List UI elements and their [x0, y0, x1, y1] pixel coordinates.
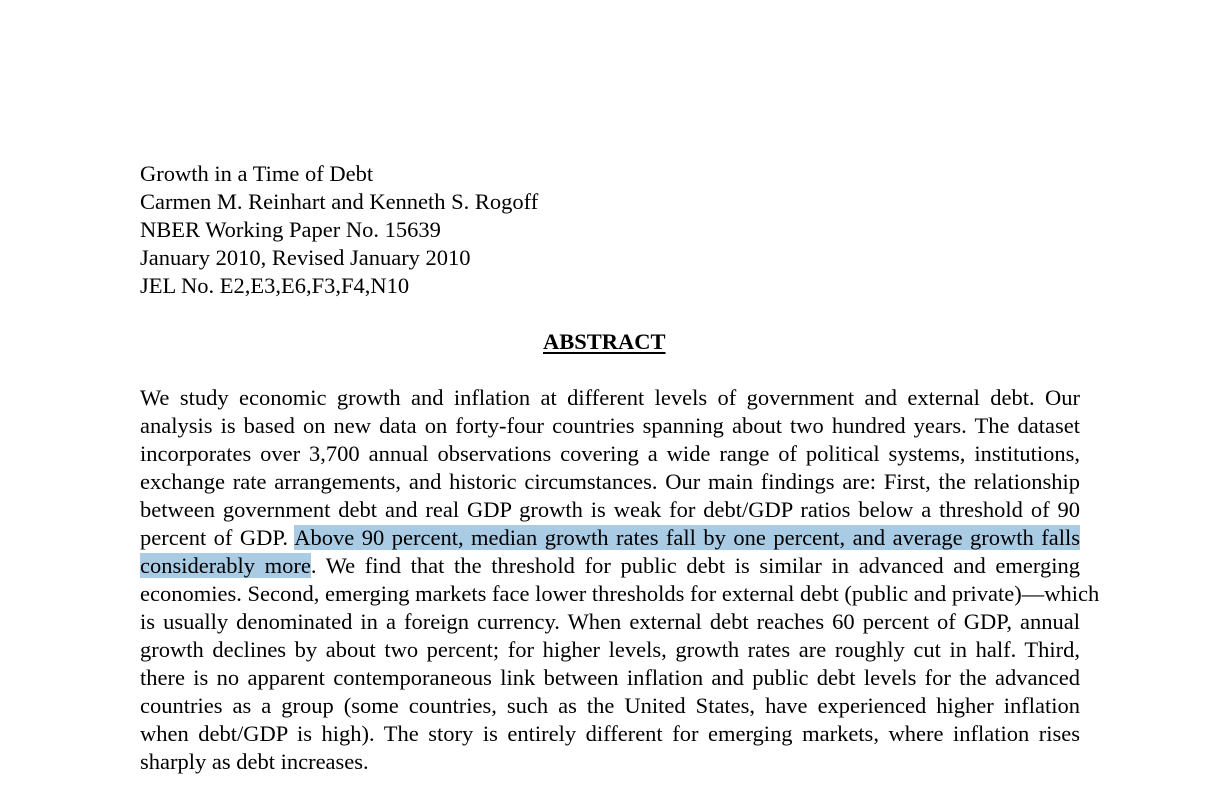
paper-series[interactable]: NBER Working Paper No. 15639 — [140, 217, 441, 242]
paper-header: Growth in a Time of Debt Carmen M. Reinh… — [140, 160, 538, 300]
abstract-line[interactable]: economies. Second, emerging markets face… — [140, 581, 1100, 606]
abstract-line[interactable]: growth declines by about two percent; fo… — [140, 637, 1080, 662]
abstract-line[interactable]: between government debt and real GDP gro… — [140, 497, 1080, 522]
abstract-line[interactable]: there is no apparent contemporaneous lin… — [140, 665, 1080, 690]
abstract-line[interactable]: is usually denominated in a foreign curr… — [140, 609, 1080, 634]
abstract-line[interactable]: percent of GDP. Above 90 percent, median… — [140, 524, 1080, 552]
abstract-line[interactable]: exchange rate arrangements, and historic… — [140, 469, 1080, 494]
paper-authors[interactable]: Carmen M. Reinhart and Kenneth S. Rogoff — [140, 189, 539, 214]
abstract-line[interactable]: when debt/GDP is high). The story is ent… — [140, 721, 1080, 746]
abstract-line[interactable]: incorporates over 3,700 annual observati… — [140, 441, 1080, 466]
abstract-line[interactable]: countries as a group (some countries, su… — [140, 693, 1080, 718]
highlighted-selection[interactable]: considerably more — [140, 553, 311, 578]
abstract-line[interactable]: considerably more. We find that the thre… — [140, 552, 1080, 580]
paper-jel-codes[interactable]: JEL No. E2,E3,E6,F3,F4,N10 — [140, 273, 410, 298]
abstract-line[interactable]: sharply as debt increases. — [140, 749, 369, 774]
abstract-text[interactable]: . We find that the threshold for public … — [310, 553, 1080, 578]
highlighted-selection[interactable]: Above 90 percent, median growth rates fa… — [294, 525, 1080, 550]
paper-date[interactable]: January 2010, Revised January 2010 — [140, 245, 471, 270]
abstract-body: We study economic growth and inflation a… — [140, 384, 1100, 776]
paper-title[interactable]: Growth in a Time of Debt — [140, 161, 374, 186]
abstract-line[interactable]: analysis is based on new data on forty-f… — [140, 413, 1080, 438]
abstract-heading[interactable]: ABSTRACT — [543, 329, 666, 354]
abstract-text[interactable]: percent of GDP. — [140, 525, 295, 550]
abstract-line[interactable]: We study economic growth and inflation a… — [140, 385, 1080, 410]
